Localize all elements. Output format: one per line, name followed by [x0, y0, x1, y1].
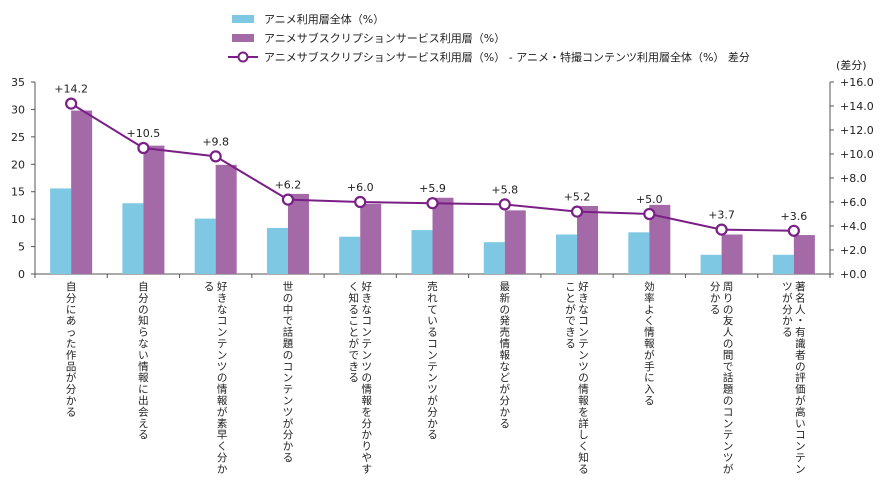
bar-all-users: [411, 230, 433, 274]
bar-subscription-users: [649, 204, 671, 274]
right-tick-label: +6.0: [840, 196, 867, 209]
legend-swatch-1: [232, 34, 254, 42]
category-label: 最新の発売情報などが分かる: [500, 281, 511, 430]
bar-subscription-users: [143, 145, 165, 274]
legend-label-1: アニメサブスクリプションサービス利用層（%）: [264, 31, 505, 45]
category-label: 効率よく情報が手に入る: [644, 280, 655, 407]
bar-subscription-users: [71, 110, 93, 274]
difference-line: +14.2 +10.5 +9.8 +6.2 +6.0 +5.9 +5.8 +5.2 +5.0 +3…: [54, 83, 808, 237]
bar-all-users: [483, 242, 505, 274]
right-tick-label: +8.0: [840, 172, 867, 185]
right-tick-label: +14.0: [840, 100, 874, 113]
legend-label-2: アニメサブスクリプションサービス利用層（%） - アニメ・特撮コンテンツ利用層全…: [264, 50, 750, 64]
bar-subscription-users: [432, 197, 454, 274]
category-label: く知ることができる: [348, 281, 359, 384]
right-tick-label: +0.0: [840, 268, 867, 281]
bar-all-users: [628, 232, 650, 274]
difference-data-label: +9.8: [202, 135, 229, 148]
bar-subscription-users: [721, 234, 743, 274]
left-tick-label: 10: [11, 213, 25, 226]
category-label: 自分にあった作品が分かる: [66, 280, 77, 418]
difference-data-label: +3.7: [708, 209, 735, 222]
difference-point: [65, 97, 78, 110]
difference-data-label: +5.9: [419, 182, 446, 195]
bar-all-users: [50, 188, 72, 274]
category-label: 著名人・有識者の評価が高いコンテン: [795, 280, 806, 475]
difference-point: [354, 195, 367, 209]
difference-data-label: +6.0: [347, 181, 374, 194]
category-label: 好きなコンテンツの情報を詳しく知る: [578, 281, 589, 475]
left-tick-label: 0: [18, 268, 25, 281]
right-tick-label: +16.0: [840, 76, 874, 89]
legend: アニメ利用層全体（%） アニメサブスクリプションサービス利用層（%） アニメサブスク…: [228, 12, 750, 64]
difference-point: [498, 198, 511, 211]
bar-subscription-users: [793, 235, 815, 274]
right-tick-label: +10.0: [840, 148, 874, 161]
category-label: ツが分かる: [782, 281, 793, 339]
category-labels: 自分にあった作品が分かる 自分の知らない情報に出会える 好きなコンテンツの情報が素早…: [66, 280, 806, 475]
difference-point: [715, 223, 728, 236]
category-label: 自分の知らない情報に出会える: [138, 280, 149, 441]
right-tick-label: +2.0: [840, 244, 867, 257]
difference-data-label: +5.2: [564, 191, 591, 204]
difference-point: [426, 197, 439, 210]
bar-all-users: [266, 227, 288, 274]
left-tick-label: 25: [11, 131, 25, 144]
category-label: ことができる: [565, 281, 576, 350]
bar-subscription-users: [287, 193, 309, 274]
category-label: 好きなコンテンツの情報を分かりやす: [361, 281, 372, 475]
difference-point: [787, 224, 800, 237]
difference-point: [643, 207, 656, 221]
axes: 0 5 10 15 20 25 30 35 +0.0 +2.0 +4.0 +6.0 +8.0 +10.0 +…: [11, 58, 874, 281]
category-label: 世の中で話題のコンテンツが分かる: [283, 281, 294, 464]
category-label: 売れているコンテンツが分かる: [427, 280, 438, 441]
legend-label-0: アニメ利用層全体（%）: [264, 12, 384, 26]
difference-data-label: +5.0: [636, 193, 663, 206]
category-label: 好きなコンテンツの情報が素早く分か: [217, 281, 228, 475]
difference-point: [570, 205, 584, 218]
difference-data-label: +10.5: [127, 127, 161, 140]
category-label: る: [204, 281, 215, 293]
left-tick-label: 5: [18, 241, 25, 254]
bar-subscription-users: [504, 210, 526, 274]
bar-subscription-users: [360, 203, 382, 274]
difference-point: [137, 141, 150, 155]
left-tick-label: 15: [11, 186, 25, 199]
bar-all-users: [556, 234, 578, 274]
difference-data-label: +6.2: [275, 179, 302, 192]
difference-data-label: +3.6: [781, 210, 808, 223]
right-tick-label: +4.0: [840, 220, 867, 233]
bar-all-users: [194, 218, 216, 274]
category-label: 分かる: [710, 281, 721, 316]
right-axis-title: (差分): [836, 58, 867, 72]
difference-point: [281, 193, 295, 206]
left-tick-label: 20: [11, 158, 25, 171]
bar-all-users: [700, 254, 722, 274]
difference-data-label: +14.2: [54, 83, 88, 96]
bar-all-users: [772, 254, 794, 274]
bar-all-users: [122, 203, 144, 274]
bar-subscription-users: [215, 164, 237, 274]
right-tick-label: +12.0: [840, 124, 874, 137]
bars: [50, 110, 815, 274]
difference-data-label: +5.8: [491, 183, 518, 196]
left-tick-label: 35: [11, 76, 25, 89]
bar-all-users: [339, 236, 361, 274]
category-label: 周りの友人の間で話題のコンテンツが: [723, 281, 734, 475]
difference-point: [209, 150, 222, 163]
legend-swatch-0: [232, 15, 254, 23]
left-tick-label: 30: [11, 103, 25, 116]
legend-marker-swatch: [237, 51, 249, 63]
bar-subscription-users: [577, 205, 599, 274]
